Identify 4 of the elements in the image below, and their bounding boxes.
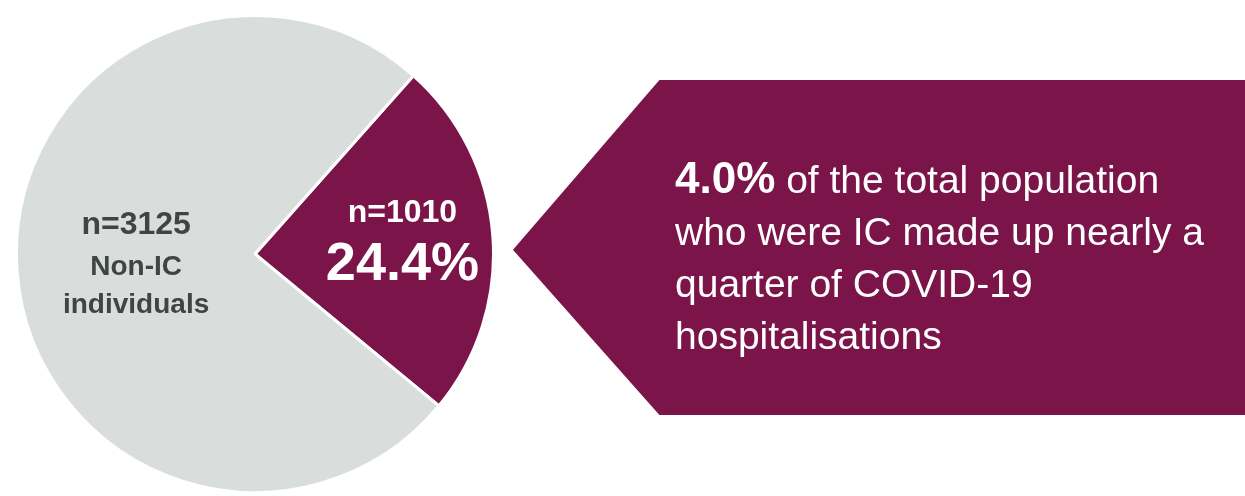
text: 4.0% of the total population who were IC made up nearly a quarter of COVID-19 hospitalisations bbox=[675, 152, 1205, 359]
slice-label: Non-IC individuals bbox=[62, 249, 210, 319]
data-label: n=3125 bbox=[81, 205, 191, 242]
data-label: n=1010 24.4% bbox=[325, 193, 479, 292]
